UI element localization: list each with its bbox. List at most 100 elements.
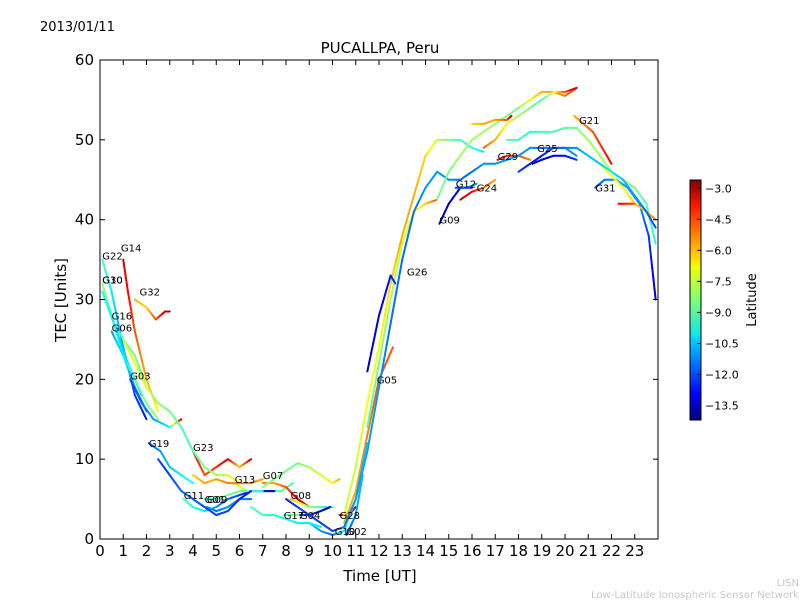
- series-label: G29: [498, 152, 518, 163]
- y-tick-label: 30: [75, 291, 94, 309]
- series-segment: [114, 309, 119, 321]
- series-G09b: [438, 186, 473, 225]
- series-label: G06: [112, 323, 132, 334]
- series-segment: [509, 114, 513, 118]
- series-segment: [374, 323, 379, 336]
- series-segment: [360, 423, 365, 437]
- series-segment: [343, 506, 348, 517]
- series-label: G14: [121, 244, 141, 255]
- series-segment: [385, 333, 390, 346]
- series-segment: [364, 402, 369, 415]
- series-S-a: [343, 138, 485, 517]
- y-tick-label: 60: [75, 51, 94, 69]
- series-segment: [133, 330, 138, 341]
- series-segment: [352, 466, 357, 477]
- series-segment: [368, 428, 373, 442]
- series-segment: [381, 294, 386, 304]
- series-segment: [573, 158, 578, 161]
- series-segment: [376, 314, 380, 326]
- series-segment: [651, 229, 656, 238]
- x-tick-label: 20: [555, 542, 574, 560]
- series-G26: [366, 198, 439, 429]
- series-segment: [118, 341, 123, 350]
- series-segment: [368, 351, 373, 364]
- y-axis-label: TEC [Units]: [52, 258, 70, 343]
- series-segment: [376, 362, 380, 376]
- series-segment: [383, 319, 388, 333]
- series-segment: [129, 303, 133, 313]
- series-label: G11: [184, 491, 204, 502]
- series-segment: [345, 498, 349, 509]
- series-G02: [345, 474, 364, 537]
- series-segment: [178, 418, 183, 422]
- series-segment: [372, 383, 377, 397]
- series-segment: [372, 365, 377, 377]
- series-segment: [364, 450, 369, 461]
- series-segment: [395, 250, 400, 261]
- series-label: G30: [102, 276, 122, 287]
- series-segment: [248, 490, 253, 494]
- series-label: G26: [407, 268, 427, 279]
- series-segment: [115, 329, 120, 338]
- series-segment: [190, 480, 194, 485]
- series-segment: [155, 404, 160, 413]
- series-label: G24: [477, 184, 497, 195]
- y-tick-label: 10: [75, 450, 94, 468]
- series-segment: [356, 479, 361, 491]
- series-segment: [131, 386, 136, 397]
- y-tick-label: 40: [75, 211, 94, 229]
- series-S-o: [285, 442, 369, 533]
- x-tick-label: 21: [579, 542, 598, 560]
- series-label: G05: [377, 375, 397, 386]
- series-segment: [653, 235, 657, 245]
- series-label: G09: [207, 495, 227, 506]
- series-segment: [403, 242, 408, 253]
- series-segment: [368, 415, 373, 427]
- series-segment: [381, 314, 386, 328]
- series-layer: [101, 86, 657, 537]
- series-segment: [397, 251, 402, 264]
- chart-title: PUCALLPA, Peru: [321, 39, 440, 57]
- series-segment: [259, 478, 264, 481]
- series-segment: [370, 374, 375, 386]
- series-segment: [391, 266, 396, 277]
- x-tick-label: 4: [188, 542, 198, 560]
- series-segment: [366, 392, 371, 405]
- x-tick-label: 5: [211, 542, 221, 560]
- series-segment: [290, 482, 294, 486]
- series-segment: [378, 375, 382, 389]
- series-segment: [370, 342, 375, 354]
- x-tick-label: 8: [281, 542, 291, 560]
- series-segment: [647, 234, 651, 248]
- series-segment: [389, 289, 394, 301]
- series-segment: [645, 202, 649, 212]
- series-segment: [378, 351, 382, 365]
- series-segment: [372, 333, 377, 345]
- series-segment: [347, 490, 351, 501]
- y-axis: 0 10 20 30 40 50 60: [75, 51, 658, 548]
- series-segment: [409, 201, 413, 211]
- series-segment: [248, 458, 253, 462]
- series-segment: [128, 297, 132, 306]
- series-segment: [370, 394, 375, 407]
- series-segment: [356, 444, 361, 458]
- series-segment: [387, 282, 392, 296]
- series-segment: [350, 474, 355, 485]
- series-segment: [364, 442, 369, 454]
- x-tick-label: 1: [118, 542, 128, 560]
- series-segment: [119, 342, 125, 352]
- series-segment: [348, 482, 353, 493]
- x-tick-label: 17: [486, 542, 505, 560]
- series-segment: [474, 182, 478, 186]
- series-segment: [391, 301, 396, 314]
- series-segment: [112, 299, 117, 312]
- series-segment: [385, 281, 390, 290]
- series-segment: [337, 478, 341, 481]
- series-segment: [376, 378, 380, 390]
- credit-long: Low-Latitude Ionospheric Sensor Network: [591, 590, 799, 600]
- series-segment: [420, 161, 425, 171]
- series-segment: [370, 406, 375, 418]
- y-tick-label: 20: [75, 370, 94, 388]
- series-segment: [401, 250, 406, 261]
